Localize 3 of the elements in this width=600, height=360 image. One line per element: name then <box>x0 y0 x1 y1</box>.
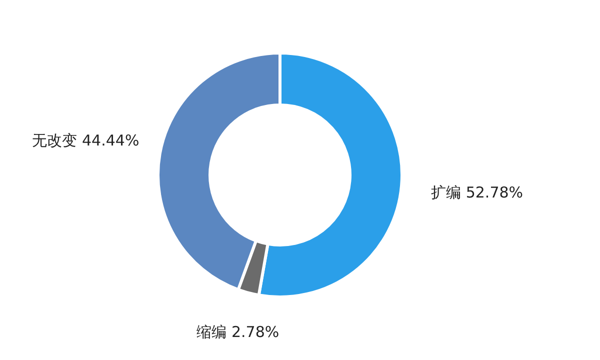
slice-label: 无改变 44.44% <box>32 132 140 150</box>
slice-label: 扩编 52.78% <box>431 183 524 202</box>
slice-label: 缩编 2.78% <box>196 322 280 341</box>
